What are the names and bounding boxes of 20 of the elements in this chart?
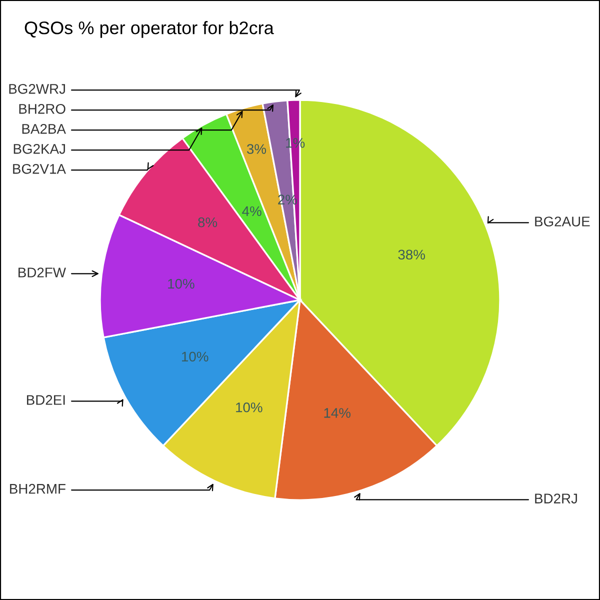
slice-label: BA2BA (22, 124, 66, 134)
slice-label: BG2AUE (535, 216, 590, 226)
data-label: 8% (198, 217, 218, 228)
slice-label: BG2WRJ (9, 84, 65, 94)
data-label: 10% (168, 278, 194, 289)
data-label: 4% (242, 206, 262, 216)
slice-label: BD2RJ (535, 494, 577, 504)
slice-label: BG2V1A (13, 164, 66, 174)
data-label: 1% (286, 138, 305, 148)
data-label: 10% (236, 402, 262, 412)
slice-label: BH2RMF (10, 484, 66, 494)
data-label: 14% (324, 408, 350, 418)
chart-title: QSOs % per operator for b2cra (24, 21, 274, 38)
slice-label: BH2RO (19, 104, 66, 114)
data-label: 3% (246, 144, 266, 154)
slice-label: BG2KAJ (14, 144, 65, 154)
data-label: 10% (182, 352, 208, 362)
slice-label: BD2EI (27, 395, 65, 405)
data-label: 38% (398, 250, 425, 260)
slice-label: BD2FW (18, 268, 66, 278)
